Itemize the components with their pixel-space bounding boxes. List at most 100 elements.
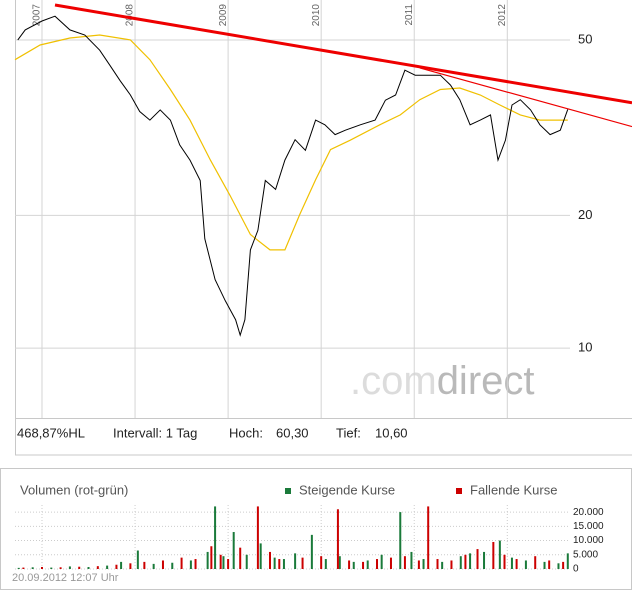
y-tick-label: 20 xyxy=(578,207,592,222)
price-line xyxy=(17,15,569,337)
volume-bar xyxy=(399,512,402,569)
volume-bar xyxy=(68,566,71,569)
volume-bar xyxy=(348,560,351,569)
volume-tick-label: 0 xyxy=(573,564,579,575)
volume-bar xyxy=(403,556,406,569)
volume-bar xyxy=(278,559,281,569)
volume-bar xyxy=(227,559,230,569)
legend-swatch xyxy=(285,488,291,494)
info-high: 60,30 xyxy=(276,425,309,440)
info-high-label: Hoch: xyxy=(229,425,263,440)
volume-bar xyxy=(256,506,259,569)
watermark-com: .com xyxy=(350,359,437,403)
watermark-direct: direct xyxy=(437,359,535,403)
volume-bar xyxy=(376,559,379,569)
volume-bar xyxy=(320,556,323,569)
info-low-label: Tief: xyxy=(336,425,361,440)
volume-bar xyxy=(534,556,537,569)
volume-bar xyxy=(483,551,486,569)
volume-bar xyxy=(294,553,297,569)
moving-average xyxy=(14,34,568,251)
volume-bar xyxy=(129,563,132,569)
volume-tick-label: 15.000 xyxy=(573,521,604,532)
volume-bar xyxy=(222,556,225,569)
volume-bar xyxy=(410,551,413,569)
volume-bar xyxy=(548,560,551,569)
volume-bar xyxy=(59,567,62,569)
x-tick-label: 2010 xyxy=(311,4,322,27)
volume-bar xyxy=(362,561,365,569)
volume-bar xyxy=(389,557,392,569)
info-interval: Intervall: 1 Tag xyxy=(113,425,197,440)
info-hl: 468,87%HL xyxy=(17,425,85,440)
volume-bar xyxy=(515,559,518,569)
volume-bar xyxy=(106,565,109,569)
volume-bar xyxy=(194,559,197,569)
volume-bar xyxy=(492,541,495,569)
volume-bar xyxy=(459,556,462,569)
volume-bar xyxy=(120,561,123,569)
volume-bar xyxy=(422,559,425,569)
volume-bar xyxy=(189,560,192,569)
volume-bar xyxy=(543,561,546,569)
trend-line xyxy=(419,67,632,128)
volume-bar xyxy=(450,560,453,569)
volume-bar xyxy=(352,561,355,569)
volume-bar xyxy=(301,557,304,569)
volume-bar xyxy=(143,561,146,569)
volume-bar xyxy=(476,549,479,569)
legend-label: Fallende Kurse xyxy=(470,482,557,497)
volume-bar xyxy=(336,509,339,569)
volume-bar xyxy=(50,567,53,569)
volume-bar xyxy=(338,556,341,569)
volume-tick-label: 5.000 xyxy=(573,549,598,560)
volume-bar xyxy=(232,532,235,569)
watermark: .comdirect xyxy=(350,359,535,403)
volume-bar xyxy=(259,543,262,569)
volume-bar xyxy=(380,554,383,569)
x-tick-label: 2011 xyxy=(404,4,415,26)
volume-bar xyxy=(161,560,164,569)
volume-bar xyxy=(557,563,560,569)
volume-bar xyxy=(417,560,420,569)
volume-bar xyxy=(562,561,565,569)
price-panel xyxy=(15,0,632,456)
volume-bar xyxy=(273,557,276,569)
volume-bar xyxy=(219,554,222,569)
volume-title: Volumen (rot-grün) xyxy=(20,482,128,497)
volume-bar xyxy=(469,553,472,569)
y-tick-label: 50 xyxy=(578,31,592,46)
timestamp: 20.09.2012 12:07 Uhr xyxy=(12,572,119,584)
volume-bar xyxy=(436,559,439,569)
legend-label: Steigende Kurse xyxy=(299,482,395,497)
volume-bar xyxy=(498,540,501,569)
legend-swatch xyxy=(456,488,462,494)
x-tick-label: 2012 xyxy=(497,4,508,27)
volume-bar xyxy=(282,559,285,569)
volume-tick-label: 10.000 xyxy=(573,535,604,546)
volume-bar xyxy=(268,551,271,569)
volume-bar xyxy=(40,567,43,569)
volume-bar xyxy=(171,562,174,569)
volume-bar xyxy=(245,554,248,569)
volume-bar xyxy=(524,560,527,569)
volume-bar xyxy=(78,566,81,569)
volume-bar xyxy=(366,560,369,569)
volume-bar xyxy=(310,534,313,569)
x-tick-label: 2008 xyxy=(125,4,136,27)
volume-bar xyxy=(152,563,155,569)
volume-bar xyxy=(239,547,242,569)
volume-bar xyxy=(503,554,506,569)
volume-bar xyxy=(31,567,34,569)
volume-bar xyxy=(87,567,90,569)
trend-line xyxy=(54,3,632,105)
x-tick-label: 2009 xyxy=(218,4,229,27)
volume-bar xyxy=(22,567,25,569)
volume-bar xyxy=(464,554,467,569)
volume-bar xyxy=(441,561,444,569)
volume-bar xyxy=(17,567,20,569)
volume-bar xyxy=(510,557,513,569)
volume-bar xyxy=(206,551,209,569)
volume-bar xyxy=(427,506,430,569)
